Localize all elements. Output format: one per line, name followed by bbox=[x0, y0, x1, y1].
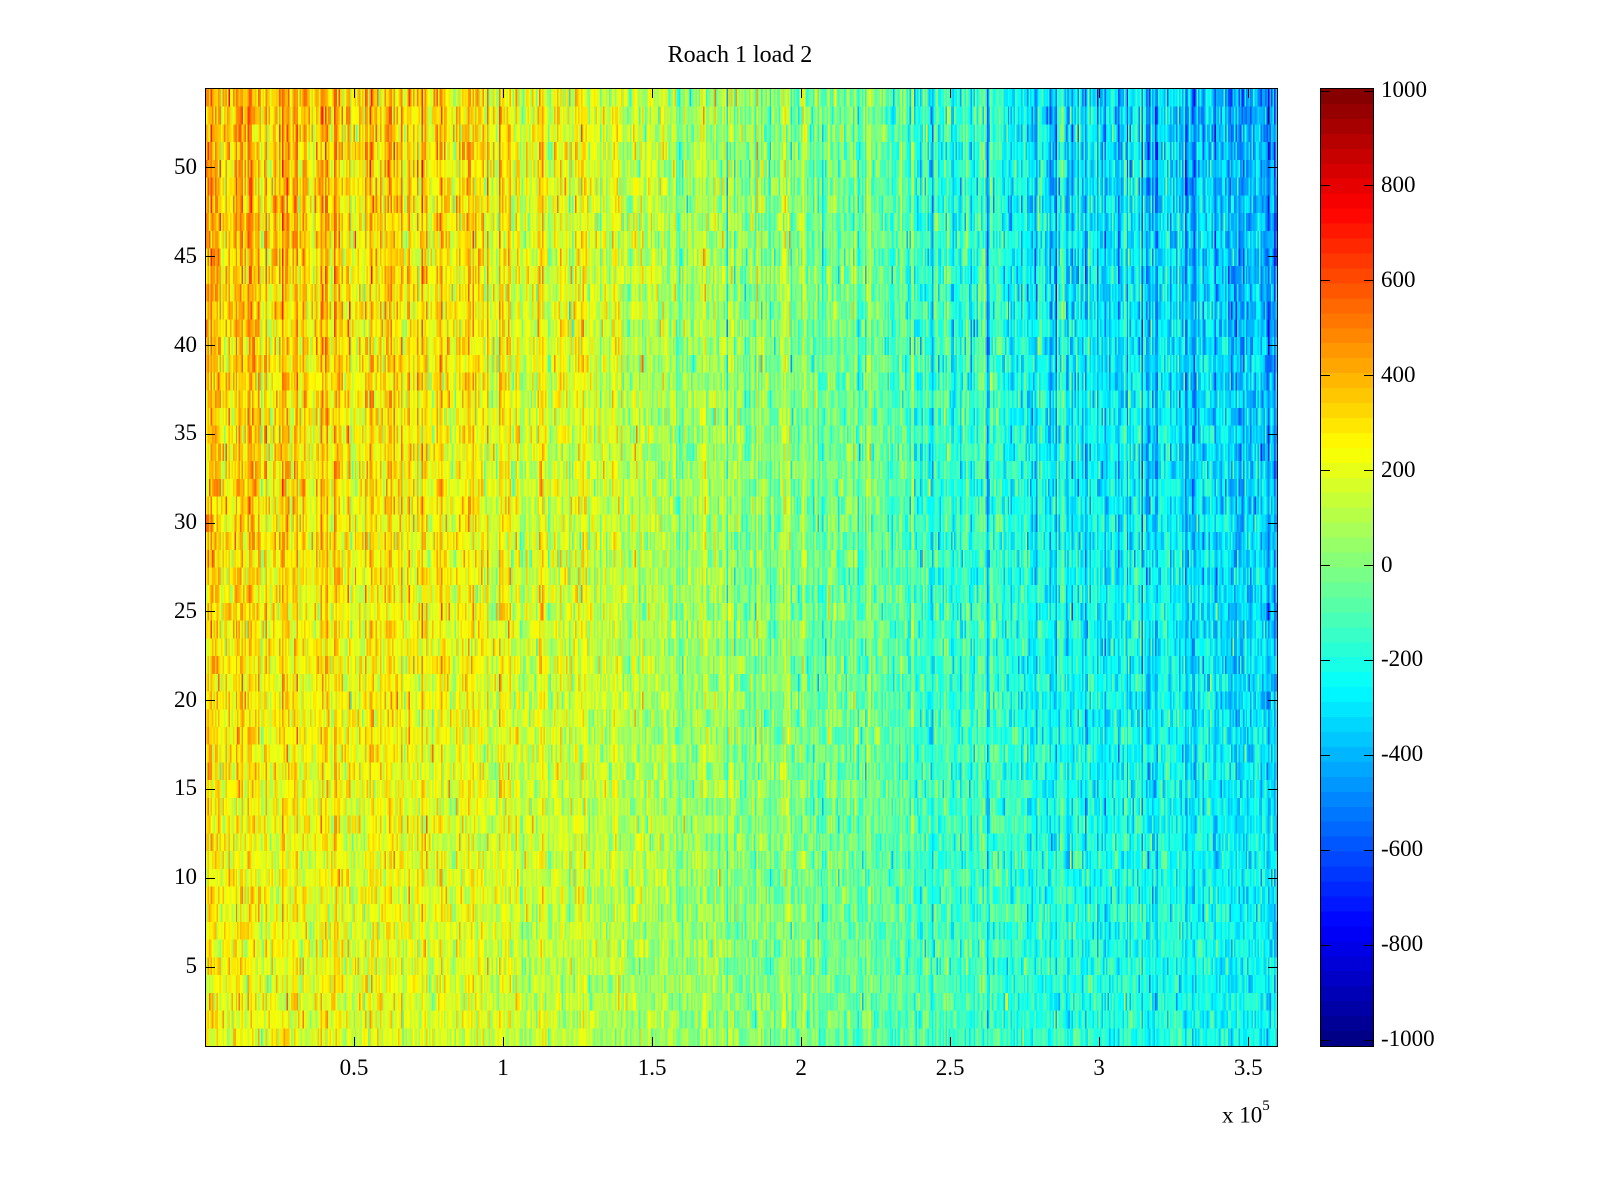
colorbar-tick-label: 200 bbox=[1381, 456, 1416, 482]
y-tick-label: 5 bbox=[185, 953, 198, 979]
colorbar-tick-label: -800 bbox=[1381, 931, 1424, 957]
plot-area bbox=[205, 88, 1278, 1047]
y-tick-label: 10 bbox=[174, 864, 197, 890]
colorbar-tick-label: -200 bbox=[1381, 646, 1424, 672]
y-tick-label: 50 bbox=[174, 153, 197, 179]
x-multiplier-base: x 10 bbox=[1222, 1102, 1263, 1128]
y-tick-label: 15 bbox=[174, 775, 197, 801]
x-multiplier-exponent: 5 bbox=[1262, 1098, 1270, 1114]
x-tick-label: 0.5 bbox=[339, 1055, 369, 1080]
colorbar-tick-label: 0 bbox=[1381, 551, 1393, 577]
colorbar-tick-label: -600 bbox=[1381, 836, 1424, 862]
x-tick-label: 2 bbox=[795, 1055, 807, 1080]
x-tick-label: 1.5 bbox=[637, 1055, 667, 1080]
colorbar bbox=[1320, 88, 1374, 1047]
colorbar-tick-label: 800 bbox=[1381, 171, 1416, 197]
chart-title: Roach 1 load 2 bbox=[667, 42, 813, 68]
colorbar-tick-label: 1000 bbox=[1381, 77, 1427, 102]
x-tick-label: 2.5 bbox=[935, 1055, 965, 1080]
y-tick-label: 25 bbox=[174, 597, 197, 623]
colorbar-tick-label: 600 bbox=[1381, 266, 1416, 292]
y-tick-label: 30 bbox=[174, 509, 197, 535]
colorbar-tick-label: 400 bbox=[1381, 361, 1416, 387]
x-tick-label: 1 bbox=[497, 1055, 509, 1080]
heatmap-cells bbox=[206, 89, 1277, 1046]
y-tick-label: 45 bbox=[174, 242, 197, 268]
x-tick-label: 3 bbox=[1093, 1055, 1105, 1080]
colorbar-gradient bbox=[1321, 89, 1373, 1046]
x-multiplier-label: x 105 bbox=[1222, 1098, 1270, 1129]
y-tick-label: 20 bbox=[174, 686, 197, 712]
colorbar-tick-label: -400 bbox=[1381, 741, 1424, 767]
colorbar-tick-label: -1000 bbox=[1381, 1026, 1435, 1051]
y-tick-label: 35 bbox=[174, 420, 197, 446]
x-tick-label: 3.5 bbox=[1233, 1055, 1263, 1080]
y-tick-label: 40 bbox=[174, 331, 197, 357]
